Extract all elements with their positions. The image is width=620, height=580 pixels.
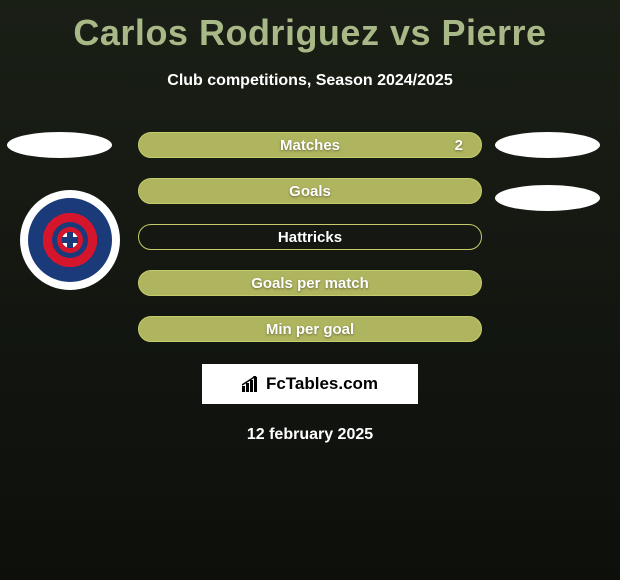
- team-badge-right: [495, 185, 600, 211]
- comparison-content: Matches 2 Goals Hattricks Goals per match Min…: [0, 132, 620, 444]
- badge-svg: [50, 220, 90, 260]
- team-badge-left: [20, 190, 120, 290]
- subtitle: Club competitions, Season 2024/2025: [0, 72, 620, 90]
- stat-bar-label: Goals per match: [251, 275, 369, 292]
- stat-bars: Matches 2 Goals Hattricks Goals per match Min…: [138, 132, 482, 342]
- stat-bar-label: Goals: [289, 183, 331, 200]
- stat-bar-goals: Goals: [138, 178, 482, 204]
- stat-bar-goals-per-match: Goals per match: [138, 270, 482, 296]
- page-title: Carlos Rodriguez vs Pierre: [0, 0, 620, 54]
- stat-bar-hattricks: Hattricks: [138, 224, 482, 250]
- player-avatar-left: [7, 132, 112, 158]
- stat-bar-value: 2: [455, 137, 463, 154]
- source-logo-box: FcTables.com: [202, 364, 418, 404]
- date-label: 12 february 2025: [0, 426, 620, 444]
- stat-bar-label: Min per goal: [266, 321, 354, 338]
- chart-icon: [242, 376, 262, 392]
- stat-bar-matches: Matches 2: [138, 132, 482, 158]
- player-avatar-right: [495, 132, 600, 158]
- stat-bar-label: Matches: [280, 137, 340, 154]
- stat-bar-label: Hattricks: [278, 229, 342, 246]
- stat-bar-min-per-goal: Min per goal: [138, 316, 482, 342]
- source-logo-text: FcTables.com: [266, 374, 378, 394]
- cruz-azul-badge-icon: [28, 198, 112, 282]
